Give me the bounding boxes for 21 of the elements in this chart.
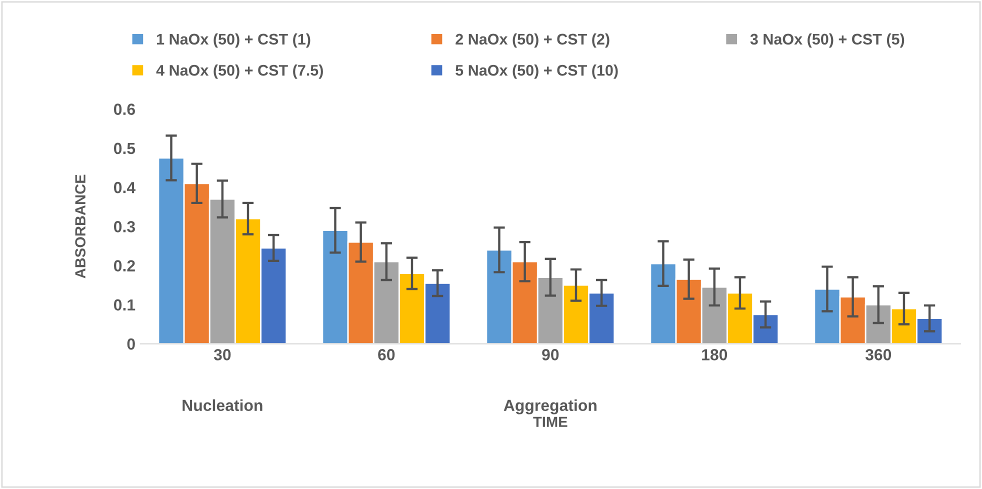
x-tick-label: 180 [702, 349, 728, 360]
legend-label: 1 NaOx (50) + CST (1) [156, 33, 310, 48]
x-tick-label: 90 [542, 349, 559, 360]
legend-label: 3 NaOx (50) + CST (5) [750, 33, 904, 48]
y-tick-label: 0.6 [114, 104, 135, 115]
legend-label: 4 NaOx (50) + CST (7.5) [156, 64, 323, 79]
legend-label: 5 NaOx (50) + CST (10) [456, 64, 618, 79]
y-tick-label: 0.3 [114, 221, 135, 232]
x-tick-label: 30 [214, 349, 231, 360]
y-axis-title: ABSORBANCE [75, 174, 86, 278]
y-tick-label: 0.5 [114, 142, 136, 154]
text: Nucleation [182, 399, 262, 412]
x-tick-label: 360 [865, 349, 892, 360]
x-tick-label: 60 [378, 349, 395, 360]
text: Aggregation [504, 399, 596, 414]
y-tick-label: 0.2 [114, 260, 135, 272]
x-axis-title: TIME [533, 416, 568, 427]
legend-label: 2 NaOx (50) + CST (2) [456, 33, 610, 48]
y-tick-label: 0.1 [114, 299, 136, 311]
y-tick-label: 0 [127, 338, 135, 350]
y-tick-label: 0.4 [114, 182, 136, 194]
